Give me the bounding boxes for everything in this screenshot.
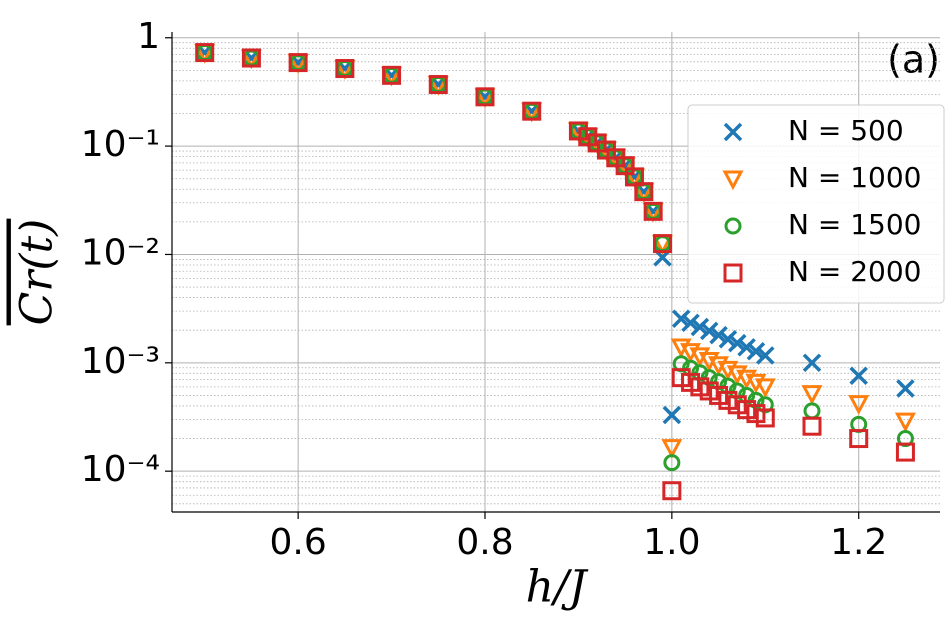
marker [754, 378, 776, 399]
marker [896, 379, 915, 398]
marker [288, 53, 308, 73]
marker [895, 442, 915, 462]
marker [662, 481, 682, 501]
marker [681, 313, 700, 333]
marker [661, 439, 683, 459]
marker [671, 309, 691, 329]
legend: N = 500 N = 1000 N = 1500 N = 2000 [687, 104, 945, 304]
legend-marker [723, 122, 743, 142]
marker [663, 454, 681, 472]
marker [428, 75, 448, 95]
marker [718, 330, 738, 349]
marker [662, 405, 682, 425]
x-axis-label: h/J [526, 562, 589, 613]
marker [802, 416, 822, 436]
series [195, 43, 915, 501]
marker [801, 385, 823, 405]
marker [690, 317, 710, 337]
marker [699, 321, 719, 341]
marker [803, 402, 821, 420]
marker [756, 346, 775, 365]
legend-label: N = 500 [788, 114, 904, 147]
marker [894, 412, 916, 433]
marker [755, 408, 775, 428]
marker [475, 87, 495, 107]
legend-label: N = 2000 [788, 255, 921, 288]
marker [848, 395, 870, 415]
y-tick-label: 10⁻⁴ [81, 449, 160, 490]
legend-label: N = 1000 [788, 161, 921, 194]
y-tick-label: 10⁻² [81, 232, 160, 273]
legend-marker [723, 263, 743, 283]
marker [802, 353, 822, 373]
legend-marker [722, 170, 744, 191]
panel-label: (a) [887, 38, 940, 82]
y-tick-label: 1 [137, 16, 160, 57]
marker [643, 201, 663, 221]
x-tick-label: 1.2 [830, 522, 887, 563]
marker [849, 366, 868, 385]
marker [382, 65, 402, 85]
marker [634, 182, 654, 202]
marker [728, 333, 747, 353]
marker [737, 338, 756, 357]
y-tick-label: 10⁻¹ [81, 124, 160, 165]
legend-box [687, 104, 945, 304]
marker [241, 48, 261, 68]
y-tick-label: 10⁻³ [81, 341, 160, 382]
legend-label: N = 1500 [788, 208, 921, 241]
marker [849, 429, 869, 449]
x-tick-label: 0.6 [269, 522, 326, 563]
marker [709, 325, 728, 345]
x-tick-label: 1.0 [643, 522, 700, 563]
marker [653, 234, 673, 254]
y-axis-label: Cr(t) [12, 219, 63, 326]
marker [335, 59, 355, 79]
marker [195, 43, 215, 63]
marker [522, 101, 542, 121]
x-tick-label: 0.8 [456, 522, 513, 563]
marker [746, 341, 766, 361]
legend-marker [724, 217, 742, 235]
